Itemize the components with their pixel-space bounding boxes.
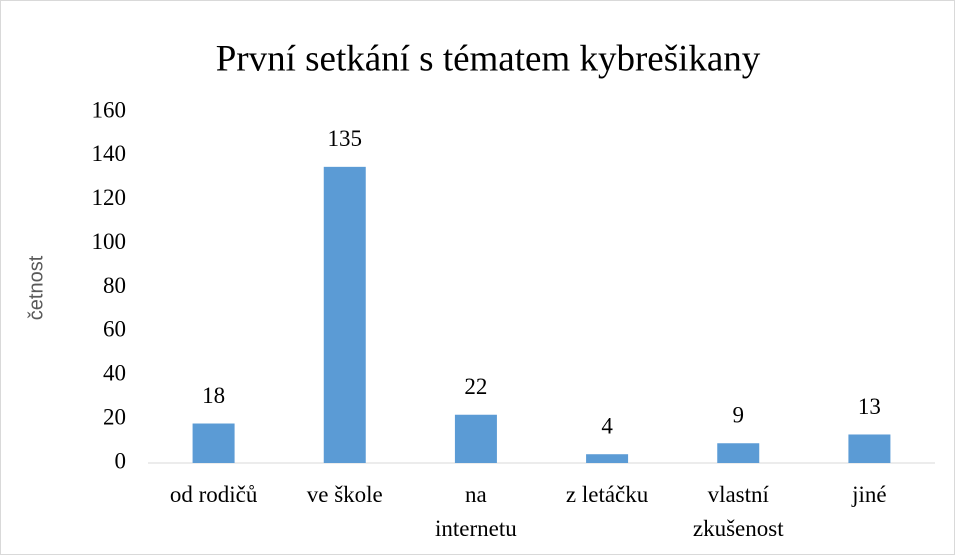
y-axis-title: četnost: [25, 255, 47, 320]
x-tick-label: z letáčku: [566, 482, 649, 507]
bar: [323, 166, 366, 463]
x-tick-label-line: od rodičů: [170, 482, 258, 507]
x-tick-label: na internetu: [435, 482, 517, 541]
bar: [454, 414, 497, 463]
data-label: 135: [328, 126, 363, 151]
bar: [586, 454, 629, 463]
x-tick-label-line: jiné: [851, 482, 887, 507]
y-tick-label: 0: [115, 448, 127, 473]
x-tick-label-line: zkušenost: [693, 516, 784, 541]
x-tick-label-line: internetu: [435, 516, 517, 541]
x-tick-label: od rodičů: [170, 482, 258, 507]
x-tick-label-line: z letáčku: [566, 482, 649, 507]
chart-title: První setkání s tématem kybrešikany: [216, 38, 761, 79]
y-tick-label: 20: [103, 404, 126, 429]
y-tick-label: 40: [103, 361, 126, 386]
bar: [192, 423, 235, 463]
data-label: 4: [601, 414, 613, 439]
x-tick-label: jiné: [851, 482, 887, 507]
y-tick-label: 140: [92, 141, 127, 166]
data-label: 22: [464, 374, 487, 399]
x-tick-label-line: ve škole: [307, 482, 383, 507]
data-label: 18: [202, 383, 225, 408]
data-label: 9: [733, 403, 745, 428]
bar: [848, 434, 891, 463]
x-tick-label: ve škole: [307, 482, 383, 507]
y-tick-label: 120: [92, 185, 127, 210]
y-tick-label: 160: [92, 97, 127, 122]
x-tick-label-line: vlastní: [708, 482, 770, 507]
x-tick-label-line: na: [465, 482, 487, 507]
y-tick-label: 80: [103, 273, 126, 298]
x-tick-label: vlastní zkušenost: [693, 482, 784, 541]
y-tick-label: 60: [103, 317, 126, 342]
y-tick-label: 100: [92, 229, 127, 254]
data-label: 13: [858, 394, 881, 419]
bar: [717, 443, 760, 463]
